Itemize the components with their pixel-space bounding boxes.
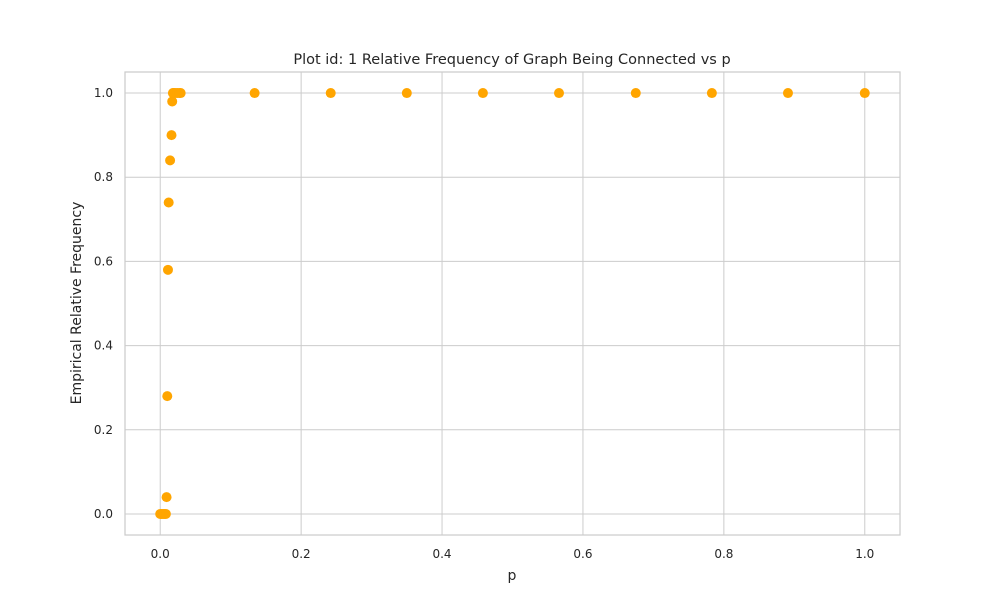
x-tick-label: 0.2 [292, 547, 311, 561]
data-point [166, 130, 177, 141]
plot-frame [124, 71, 901, 536]
data-point [175, 88, 186, 99]
tick-labels: 0.0 0.2 0.4 0.6 0.8 1.0 0.0 0.2 0.4 0.6 0.8 1.0 [94, 86, 874, 561]
x-tick-label: 1.0 [855, 547, 874, 561]
y-tick-label: 0.6 [94, 254, 113, 268]
data-points [155, 88, 870, 519]
x-tick-label: 0.8 [714, 547, 733, 561]
x-tick-label: 0.6 [573, 547, 592, 561]
x-tick-label: 0.4 [432, 547, 451, 561]
data-point [477, 88, 488, 99]
y-tick-label: 0.0 [94, 507, 113, 521]
data-point [160, 508, 171, 519]
chart-title: Plot id: 1 Relative Frequency of Graph B… [293, 52, 730, 68]
data-point [706, 88, 717, 99]
data-point [162, 264, 173, 275]
data-point [554, 88, 564, 99]
y-tick-label: 0.2 [94, 423, 113, 437]
grid [125, 72, 900, 535]
data-point [167, 96, 178, 107]
data-point [162, 391, 173, 402]
data-point [782, 88, 793, 99]
y-tick-label: 0.8 [94, 170, 113, 184]
y-tick-label: 0.4 [94, 339, 113, 353]
data-point [161, 492, 172, 503]
y-tick-label: 1.0 [94, 86, 113, 100]
x-axis-label: p [508, 568, 517, 584]
data-point [165, 155, 176, 166]
data-point [401, 88, 412, 99]
data-point [325, 88, 336, 99]
data-point [163, 197, 174, 208]
data-point [859, 88, 870, 99]
data-point [630, 88, 641, 99]
y-axis-label: Empirical Relative Frequency [69, 202, 85, 405]
x-tick-label: 0.0 [151, 547, 170, 561]
data-point [249, 88, 260, 99]
